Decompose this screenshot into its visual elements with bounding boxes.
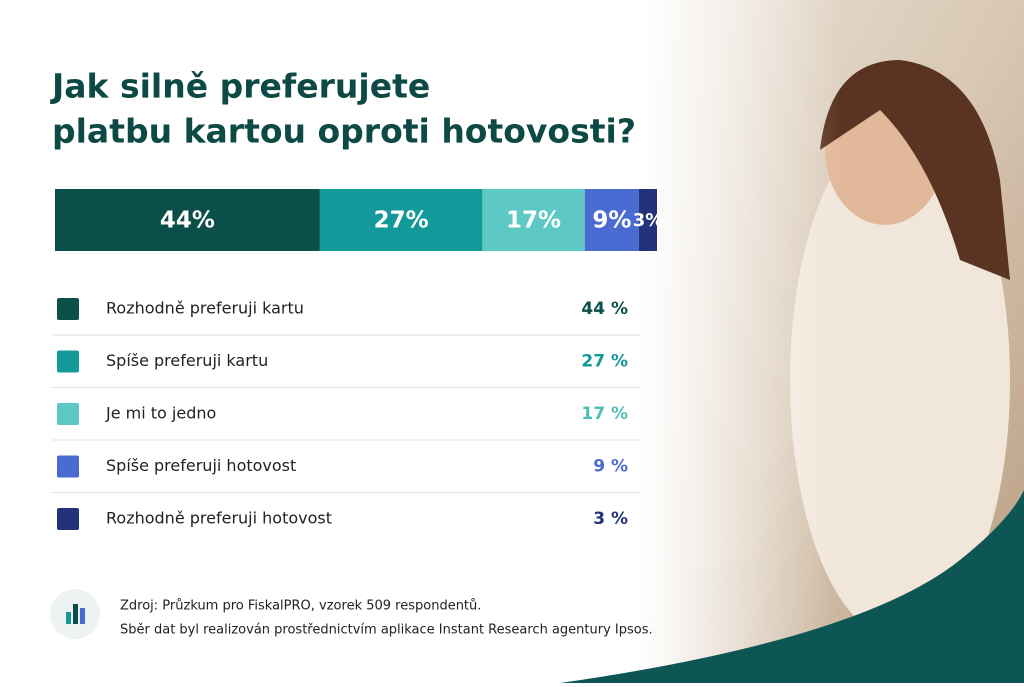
bar-segment: [482, 189, 585, 251]
photo-person: [790, 120, 1010, 640]
legend-label: Rozhodně preferuji kartu: [106, 299, 304, 318]
legend-swatch: [57, 298, 79, 320]
legend-value: 27 %: [581, 352, 628, 372]
bar-label: 17%: [506, 208, 561, 234]
corner-wave: [560, 490, 1024, 683]
legend-swatch: [57, 455, 79, 478]
legend-label: Rozhodně preferuji hotovost: [106, 509, 332, 528]
chart-title: Jak silně preferujete: [50, 67, 430, 106]
legend-label: Je mi to jedno: [105, 404, 216, 423]
bar-segment: [584, 189, 639, 251]
legend-swatch: [57, 403, 79, 425]
legend-swatch: [57, 350, 79, 373]
legend-value: 3 %: [593, 509, 628, 529]
photo-hair: [820, 60, 1010, 280]
photo-fade: [640, 0, 840, 683]
bar-segment: [638, 189, 657, 251]
legend-value: 9 %: [593, 457, 628, 477]
bar-label: 9%: [592, 208, 631, 234]
source-icon: [80, 608, 85, 624]
bar-segment: [319, 189, 483, 251]
source-icon: [66, 612, 71, 624]
legend-value: 17 %: [581, 404, 628, 424]
legend-value: 44 %: [581, 299, 628, 319]
source-icon: [73, 604, 78, 624]
bar-segment: [55, 189, 320, 251]
chart-title: platbu kartou oproti hotovosti?: [52, 112, 636, 151]
bar-label: 3%: [633, 210, 664, 231]
bar-label: 44%: [160, 208, 215, 234]
source-text: Sběr dat byl realizován prostřednictvím …: [120, 623, 653, 638]
bar-label: 27%: [374, 208, 429, 234]
legend-label: Spíše preferuji hotovost: [106, 456, 296, 475]
legend-swatch: [57, 508, 79, 530]
legend-label: Spíše preferuji kartu: [106, 351, 268, 370]
source-text: Zdroj: Průzkum pro FiskalPRO, vzorek 509…: [120, 599, 481, 614]
